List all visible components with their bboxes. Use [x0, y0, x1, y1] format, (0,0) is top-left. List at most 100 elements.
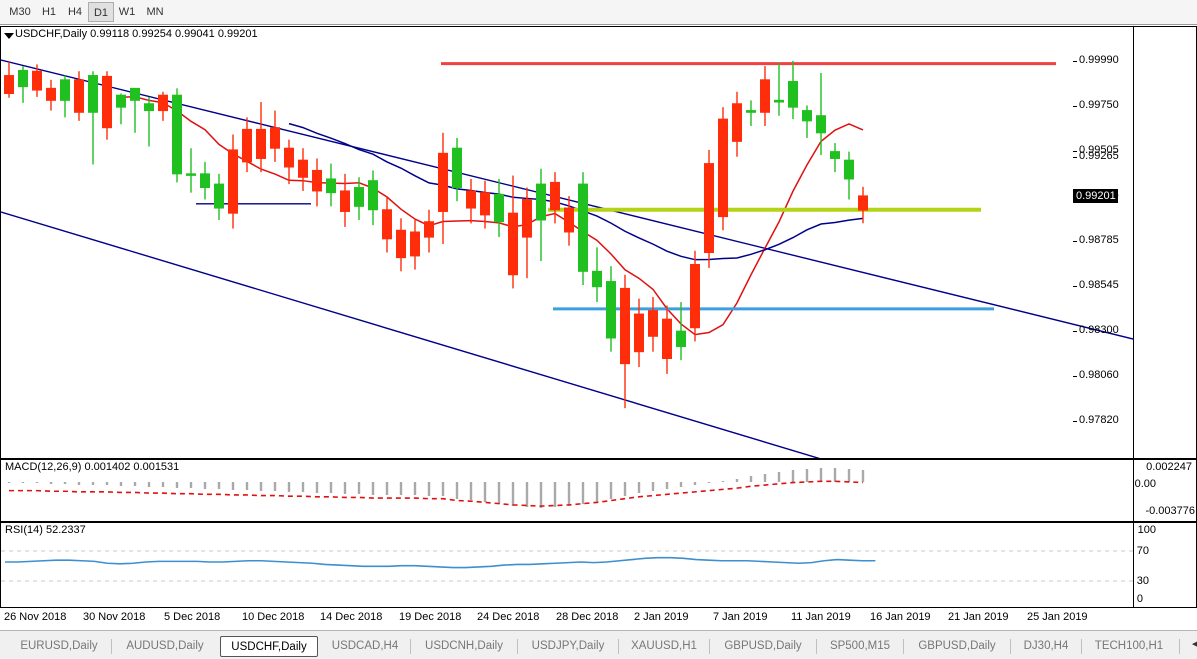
timeframe-m30[interactable]: M30 [9, 6, 31, 18]
price-tick [1073, 376, 1077, 377]
chart-tab-tech100-h1[interactable]: TECH100,H1 [1094, 640, 1164, 652]
rsi-axis-70: 70 [1136, 545, 1149, 557]
price-tick [1073, 421, 1077, 422]
macd-scale-divider [1133, 460, 1134, 521]
chart-tab-gbpusd-daily[interactable]: GBPUSD,Daily [724, 640, 802, 652]
candle-body [550, 181, 560, 211]
price-tick [1073, 106, 1077, 107]
candle-body [830, 151, 840, 159]
chart-tab-sp500-m15[interactable]: SP500,M15 [829, 640, 891, 652]
candle-body [284, 147, 294, 168]
chart-tab-xauusd-h1[interactable]: XAUUSD,H1 [631, 640, 697, 652]
timeframe-w1[interactable]: W1 [118, 6, 136, 18]
symbol-ohlc-header: USDCHF,Daily 0.99118 0.99254 0.99041 0.9… [15, 28, 258, 40]
rsi-title: RSI(14) 52.2337 [5, 524, 86, 536]
candle-body [130, 87, 140, 101]
candle-body [116, 94, 126, 108]
price-axis-label: 0.98545 [1079, 279, 1119, 291]
tab-separator [410, 639, 411, 654]
date-axis-label: 28 Dec 2018 [556, 611, 619, 623]
rsi-indicator-pane[interactable]: RSI(14) 52.2337 100 70 30 0 [0, 522, 1197, 608]
candle-body [214, 183, 224, 209]
candle-body [88, 75, 98, 113]
price-axis-label: 0.98785 [1079, 234, 1119, 246]
tab-separator [709, 639, 710, 654]
candle-body [18, 69, 28, 88]
date-axis-label: 16 Jan 2019 [870, 611, 931, 623]
tab-scroll-left-icon[interactable]: ◄ [1190, 639, 1197, 650]
date-axis-label: 10 Dec 2018 [242, 611, 305, 623]
date-axis-label: 19 Dec 2018 [399, 611, 462, 623]
macd-title: MACD(12,26,9) 0.001402 0.001531 [5, 461, 180, 473]
candle-body [816, 115, 826, 134]
candle-body [648, 310, 658, 337]
candle-body [438, 152, 448, 212]
candle-body [410, 231, 420, 257]
chart-tab-usdjpy-daily[interactable]: USDJPY,Daily [531, 640, 605, 652]
rsi-scale-divider [1133, 523, 1134, 607]
macd-axis-top: 0.002247 [1146, 461, 1192, 473]
candle-body [606, 281, 616, 339]
tab-separator [111, 639, 112, 654]
price-axis-label: 0.99265 [1079, 150, 1119, 162]
timeframe-h1[interactable]: H1 [41, 6, 57, 18]
candle-body [46, 87, 56, 101]
date-axis-label: 25 Jan 2019 [1027, 611, 1088, 623]
candle-body [844, 159, 854, 180]
candle-body [634, 313, 644, 353]
date-axis-label: 11 Jan 2019 [791, 611, 851, 623]
price-axis-label: 0.97820 [1079, 414, 1119, 426]
candle-body [270, 127, 280, 149]
date-axis-label: 14 Dec 2018 [320, 611, 383, 623]
timeframe-mn[interactable]: MN [146, 6, 164, 18]
candle-body [578, 183, 588, 272]
chart-tab-bar: EURUSD,Daily AUDUSD,Daily USDCHF,Daily USDC… [0, 630, 1197, 659]
price-axis-label: 0.98060 [1079, 369, 1119, 381]
macd-indicator-pane[interactable]: MACD(12,26,9) 0.001402 0.001531 0.002247… [0, 459, 1197, 522]
candle-body [326, 178, 336, 194]
candle-body [102, 75, 112, 129]
candle-body [312, 169, 322, 192]
rsi-axis-0: 0 [1136, 593, 1143, 605]
current-price-label: 0.99201 [1073, 188, 1118, 203]
candle-body [186, 173, 196, 176]
candle-body [200, 173, 210, 189]
symbol-dropdown-icon[interactable] [4, 33, 14, 39]
candle-body [242, 128, 252, 163]
candle-body [536, 183, 546, 221]
candle-body [718, 118, 728, 218]
chart-tab-dj30-h4[interactable]: DJ30,H4 [1023, 640, 1069, 652]
chart-tab-usdchf-daily[interactable]: USDCHF,Daily [220, 636, 318, 657]
candle-body [802, 110, 812, 122]
candle-body [60, 79, 70, 101]
timeframe-d1[interactable]: D1 [88, 2, 114, 22]
date-axis-label: 21 Jan 2019 [948, 611, 1009, 623]
candle-body [620, 287, 630, 365]
rsi-axis-100: 100 [1137, 524, 1156, 536]
chart-tab-gbpusd-daily-2[interactable]: GBPUSD,Daily [918, 640, 996, 652]
date-axis-label: 5 Dec 2018 [164, 611, 221, 623]
timeframe-toolbar: M30 H1 H4 D1 W1 MN [0, 0, 1197, 25]
candle-body [172, 94, 182, 175]
price-chart-pane[interactable]: USDCHF,Daily 0.99118 0.99254 0.99041 0.9… [0, 26, 1197, 561]
candle-body [4, 75, 14, 94]
price-axis-label: 0.99990 [1079, 54, 1119, 66]
candle-body [340, 190, 350, 212]
chart-tab-audusd-daily[interactable]: AUDUSD,Daily [126, 640, 204, 652]
macd-axis-bottom: -0.003776 [1145, 505, 1195, 517]
chart-tab-usdcnh-daily[interactable]: USDCNH,Daily [425, 640, 503, 652]
tab-separator [1081, 639, 1082, 654]
candle-body [732, 103, 742, 142]
candle-body [746, 110, 756, 113]
candle-body [32, 70, 42, 91]
rsi-line [5, 556, 876, 569]
channel-lower [1, 211, 821, 458]
candle-body [396, 229, 406, 259]
candle-body [788, 81, 798, 108]
price-tick [1073, 241, 1077, 242]
timeframe-h4[interactable]: H4 [67, 6, 83, 18]
chart-tab-usdcad-h4[interactable]: USDCAD,H4 [331, 640, 399, 652]
candle-body [760, 79, 770, 113]
chart-tab-eurusd-daily[interactable]: EURUSD,Daily [20, 640, 98, 652]
